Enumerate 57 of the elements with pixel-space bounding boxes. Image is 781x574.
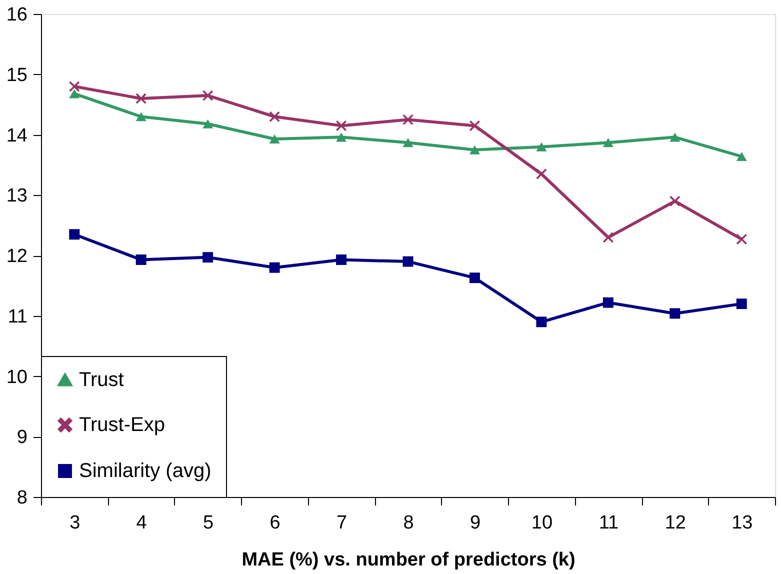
point xyxy=(469,120,480,131)
point xyxy=(469,272,480,284)
point xyxy=(736,152,747,162)
x-tick-label: 3 xyxy=(70,512,80,534)
x-tick-label: 5 xyxy=(203,512,214,534)
y-tick-label: 11 xyxy=(8,306,28,328)
point xyxy=(269,134,280,144)
point xyxy=(269,111,280,122)
point xyxy=(602,297,614,308)
y-tick-label: 8 xyxy=(16,488,28,508)
point xyxy=(269,262,280,273)
y-tick-label: 12 xyxy=(6,246,28,267)
x-tick-label: 10 xyxy=(531,512,553,534)
point xyxy=(136,93,146,104)
point xyxy=(736,234,747,244)
point xyxy=(602,138,614,148)
point xyxy=(536,168,547,180)
point xyxy=(736,298,747,310)
point xyxy=(402,256,414,267)
x-tick-label: 6 xyxy=(270,512,280,534)
point xyxy=(670,308,680,319)
x-tick-label: 12 xyxy=(664,512,686,534)
point xyxy=(602,232,614,243)
y-tick-label: 14 xyxy=(6,125,28,146)
point xyxy=(402,114,414,125)
y-tick-label: 15 xyxy=(6,64,28,86)
point xyxy=(336,132,347,142)
point xyxy=(69,229,80,240)
point xyxy=(136,112,146,122)
y-tick-label: 13 xyxy=(6,186,28,207)
point xyxy=(202,119,214,128)
point xyxy=(670,196,680,206)
point xyxy=(536,316,547,328)
point xyxy=(336,120,347,131)
legend-label: Similarity (avg) xyxy=(79,460,212,482)
point xyxy=(536,142,547,152)
point xyxy=(469,145,480,154)
point xyxy=(136,254,146,265)
point xyxy=(69,81,80,92)
x-tick-label: 7 xyxy=(336,512,348,534)
point xyxy=(336,254,347,265)
x-tick-label: 13 xyxy=(732,512,753,534)
legend-label: Trust xyxy=(79,369,124,391)
legend-label: Trust-Exp xyxy=(79,414,165,436)
point xyxy=(670,132,680,142)
x-axis-title: MAE (%) vs. number of predictors (k) xyxy=(242,550,576,570)
x-tick-label: 9 xyxy=(470,512,481,534)
point xyxy=(69,89,80,98)
point xyxy=(402,138,414,148)
x-tick-label: 11 xyxy=(598,512,619,534)
y-tick-label: 10 xyxy=(6,366,28,388)
y-tick-label: 16 xyxy=(6,4,28,26)
x-tick-label: 4 xyxy=(136,512,148,534)
point xyxy=(202,90,214,101)
point xyxy=(202,252,214,263)
x-tick-label: 8 xyxy=(403,512,414,534)
y-tick-label: 9 xyxy=(16,427,28,448)
